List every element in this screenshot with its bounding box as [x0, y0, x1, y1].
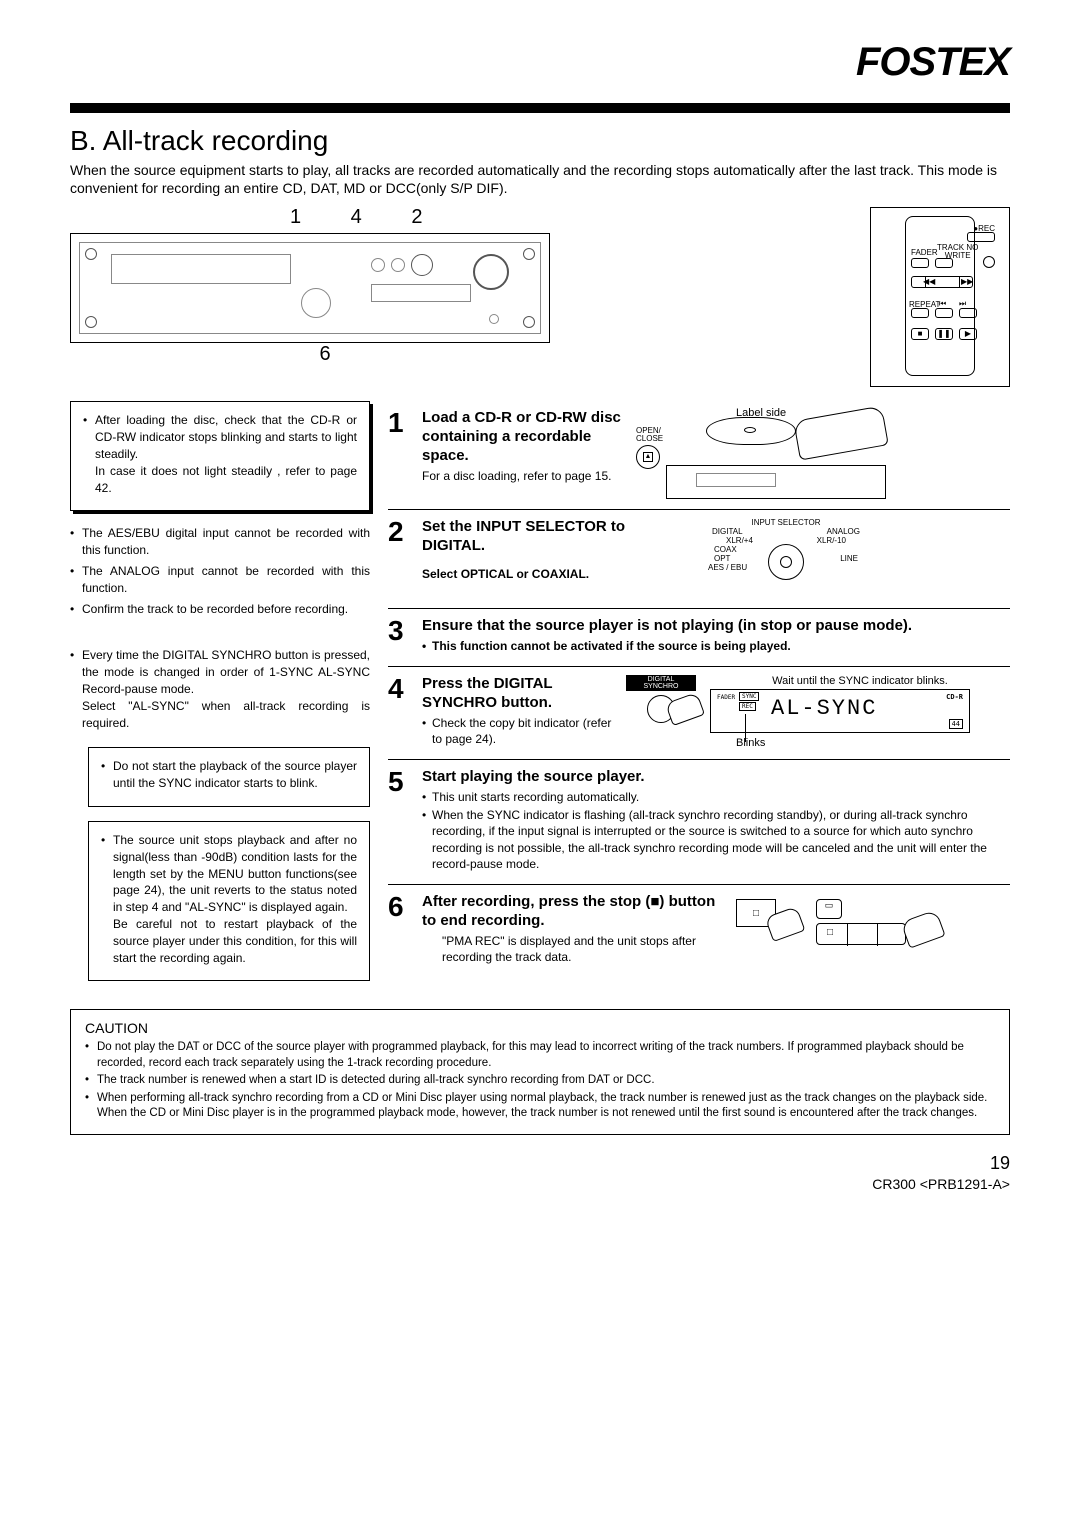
step-title: After recording, press the stop (■) butt…	[422, 893, 722, 931]
caution-item: When performing all-track synchro record…	[85, 1091, 995, 1122]
note-card-sync: Do not start the playback of the source …	[88, 747, 370, 807]
note-text: After loading the disc, check that the C…	[95, 413, 357, 461]
step-title: Ensure that the source player is not pla…	[422, 617, 1010, 636]
doc-id: CR300 <PRB1291-A>	[872, 1176, 1010, 1192]
step-sub-bullet: This unit starts recording automatically…	[422, 789, 1010, 805]
notes-list-2: Every time the DIGITAL SYNCHRO button is…	[70, 647, 370, 731]
step-number: 1	[388, 409, 414, 499]
step-2: 2 Set the INPUT SELECTOR to DIGITAL. Sel…	[388, 510, 1010, 609]
list-item: The AES/EBU digital input cannot be reco…	[70, 525, 370, 559]
blinks-label: Blinks	[736, 737, 1010, 749]
page-footer: 19 CR300 <PRB1291-A>	[70, 1153, 1010, 1192]
note-text: The source unit stops playback and after…	[113, 833, 357, 914]
step-5: 5 Start playing the source player. This …	[388, 760, 1010, 885]
device-diagram: 1 4 2 6	[70, 233, 550, 343]
step-number: 3	[388, 617, 414, 656]
list-item: The ANALOG input cannot be recorded with…	[70, 563, 370, 597]
step-number: 4	[388, 675, 414, 749]
list-item: Every time the DIGITAL SYNCHRO button is…	[70, 647, 370, 731]
divider	[70, 103, 1010, 113]
caution-box: CAUTION Do not play the DAT or DCC of th…	[70, 1009, 1010, 1135]
notes-list-1: The AES/EBU digital input cannot be reco…	[70, 525, 370, 617]
remote-diagram: ●REC FADER TRACK NO WRITE ◀◀ ▶▶ REPEAT ⏮…	[870, 207, 1010, 387]
step-title: Press the DIGITAL SYNCHRO button.	[422, 675, 612, 713]
step-6: 6 After recording, press the stop (■) bu…	[388, 885, 1010, 975]
caution-item: Do not play the DAT or DCC of the source…	[85, 1040, 995, 1071]
stop-button-diagram: □ ▭ □	[736, 893, 1010, 945]
step-3: 3 Ensure that the source player is not p…	[388, 609, 1010, 667]
step-title: Start playing the source player.	[422, 768, 1010, 787]
section-title: B. All-track recording	[70, 125, 1010, 157]
list-item: Confirm the track to be recorded before …	[70, 601, 370, 618]
note-sub: In case it does not light steadily , ref…	[95, 464, 357, 495]
caution-title: CAUTION	[85, 1020, 995, 1036]
lcd-display: FADER SYNC REC AL-SYNC CD-R 44	[710, 689, 970, 733]
brand-logo: FOSTEX	[70, 40, 1010, 85]
note-card-loading: After loading the disc, check that the C…	[70, 401, 370, 511]
step-4: 4 Press the DIGITAL SYNCHRO button. Chec…	[388, 667, 1010, 760]
step-sub-bullet: Check the copy bit indicator (refer to p…	[422, 715, 612, 747]
disc-tray-diagram: OPEN/ CLOSE ▲ Label side	[636, 409, 886, 499]
note-text: Do not start the playback of the source …	[101, 758, 357, 792]
synchro-button-diagram: DIGITAL SYNCHRO	[626, 675, 696, 723]
step-title: Set the INPUT SELECTOR to DIGITAL.	[422, 518, 682, 556]
display-caption: Wait until the SYNC indicator blinks.	[710, 675, 1010, 687]
note-sub: Be careful not to restart playback of th…	[113, 917, 357, 965]
step-number: 5	[388, 768, 414, 874]
step-1: 1 Load a CD-R or CD-RW disc containing a…	[388, 401, 1010, 510]
step-title: Load a CD-R or CD-RW disc containing a r…	[422, 409, 622, 465]
callout-numbers-top: 1 4 2	[290, 206, 444, 229]
step-sub-bullet: When the SYNC indicator is flashing (all…	[422, 807, 1010, 872]
step-sub: Select OPTICAL or COAXIAL.	[422, 566, 682, 582]
step-number: 6	[388, 893, 414, 965]
input-selector-diagram: INPUT SELECTOR DIGITALANALOG XLR/+4XLR/-…	[696, 518, 876, 598]
page-number: 19	[70, 1153, 1010, 1174]
step-sub-bullet: This function cannot be activated if the…	[422, 638, 1010, 654]
caution-item: The track number is renewed when a start…	[85, 1073, 995, 1089]
intro-text: When the source equipment starts to play…	[70, 161, 1010, 197]
note-card-stop: The source unit stops playback and after…	[88, 821, 370, 981]
step-number: 2	[388, 518, 414, 598]
step-sub: "PMA REC" is displayed and the unit stop…	[422, 933, 722, 965]
callout-number-bottom: 6	[320, 343, 331, 366]
step-sub: For a disc loading, refer to page 15.	[422, 468, 622, 484]
